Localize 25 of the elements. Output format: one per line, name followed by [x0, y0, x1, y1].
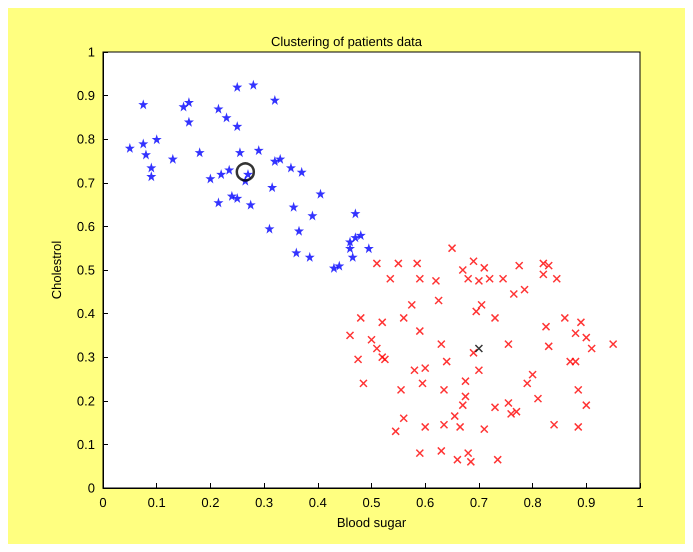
- y-axis-title: Cholestrol: [49, 240, 64, 300]
- x-tick-label: 0: [99, 495, 107, 510]
- y-tick-label: 0: [88, 480, 95, 496]
- y-tick-label: 0.1: [76, 436, 95, 452]
- x-axis-title: Blood sugar: [336, 515, 407, 530]
- y-tick-label: 0.2: [76, 393, 95, 408]
- y-tick-label: 0.4: [76, 306, 95, 322]
- x-tick-label: 0.4: [308, 495, 327, 510]
- y-tick-label: 0.7: [76, 175, 95, 190]
- y-tick-label: 0.9: [76, 88, 95, 104]
- x-tick-label: 0.1: [148, 495, 166, 510]
- x-tick-label: 0.9: [577, 495, 596, 510]
- y-tick-label: 0.6: [76, 218, 95, 234]
- y-tick-label: 0.3: [76, 350, 95, 365]
- x-tick-label: 0.8: [524, 495, 542, 510]
- y-tick-label: 0.8: [76, 132, 95, 147]
- x-tick-label: 0.5: [362, 495, 381, 510]
- y-tick-label: 0.5: [76, 262, 95, 278]
- y-tick-label: 1: [88, 44, 95, 60]
- x-tick-label: 0.6: [416, 495, 434, 510]
- x-tick-label: 0.7: [470, 495, 488, 510]
- x-tick-label: 0.3: [255, 495, 274, 510]
- x-tick-label: 0.2: [201, 495, 220, 510]
- chart-title: Clustering of patients data: [270, 34, 423, 49]
- x-tick-label: 1: [636, 495, 644, 510]
